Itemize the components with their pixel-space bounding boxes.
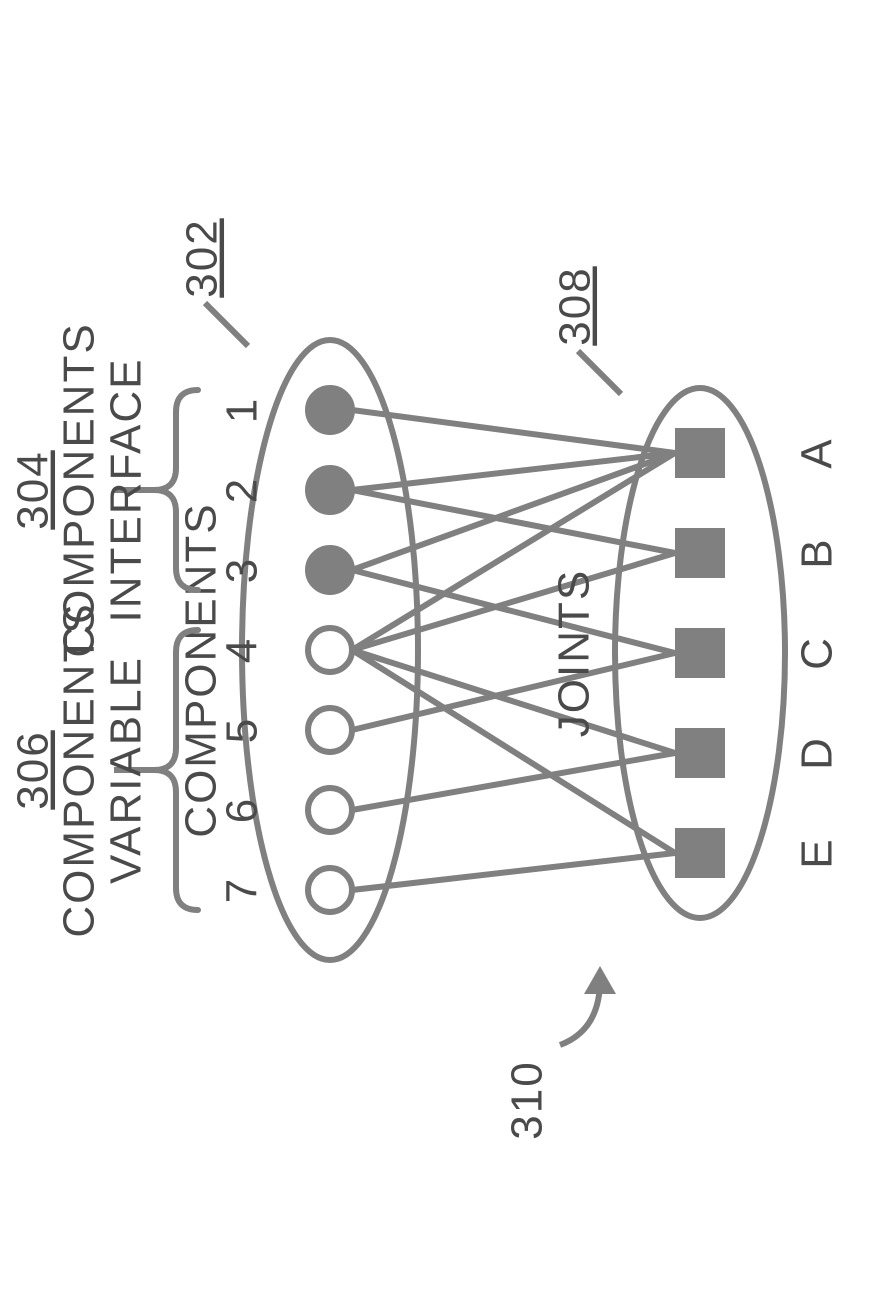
ref-302: 302 [178, 218, 227, 297]
component-label-1: 1 [218, 397, 267, 423]
joint-label-E: E [793, 837, 842, 868]
component-node-7 [308, 868, 352, 912]
ref-306: 306 [9, 730, 58, 809]
component-node-4 [308, 628, 352, 672]
ref-leader-308 [578, 351, 621, 394]
component-label-2: 2 [218, 477, 267, 503]
variable-title-1: VARIABLE [102, 656, 151, 884]
interface-title-1: INTERFACE [102, 358, 151, 623]
joint-node-B [675, 528, 725, 578]
joint-node-A [675, 428, 725, 478]
joints-title: JOINTS [550, 569, 599, 737]
edge-1-A [352, 410, 675, 453]
bipartite-diagram: 1234567ABCDECOMPONENTSJOINTS302308INTERF… [0, 0, 886, 1307]
edge-7-E [352, 853, 675, 890]
joint-node-E [675, 828, 725, 878]
edge-3-C [352, 570, 675, 653]
joint-label-B: B [793, 537, 842, 568]
component-node-3 [308, 548, 352, 592]
component-node-6 [308, 788, 352, 832]
component-node-5 [308, 708, 352, 752]
joint-label-A: A [793, 437, 842, 468]
joint-node-D [675, 728, 725, 778]
ref-310-arrow-head [584, 966, 616, 994]
component-node-1 [308, 388, 352, 432]
ref-304: 304 [9, 450, 58, 529]
ref-leader-302 [205, 303, 248, 346]
joint-label-C: C [793, 636, 842, 670]
ref-308: 308 [551, 266, 600, 345]
component-node-2 [308, 468, 352, 512]
edge-4-B [352, 553, 675, 650]
ref-310: 310 [503, 1060, 552, 1139]
joint-node-C [675, 628, 725, 678]
component-label-7: 7 [218, 877, 267, 903]
joint-label-D: D [793, 736, 842, 770]
variable-title-2: COMPONENTS [55, 602, 104, 937]
components-title: COMPONENTS [177, 502, 226, 837]
